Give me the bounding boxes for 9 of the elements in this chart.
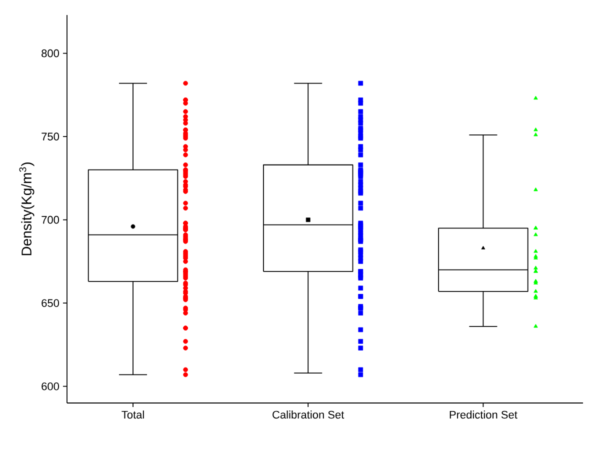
y-axis-title: Density(Kg/m$^{3}$) (19, 162, 34, 256)
y-tick-label: 750 (42, 132, 60, 140)
y-tick-label: 650 (42, 299, 60, 307)
x-tick-label: Total (122, 410, 144, 419)
x-tick-label: Prediction Set (450, 410, 518, 419)
y-tick-label: 700 (42, 216, 60, 224)
y-tick-label: 800 (42, 49, 60, 58)
y-tick-label: 600 (42, 382, 60, 390)
x-tick-label: Calibration Set (272, 410, 344, 419)
